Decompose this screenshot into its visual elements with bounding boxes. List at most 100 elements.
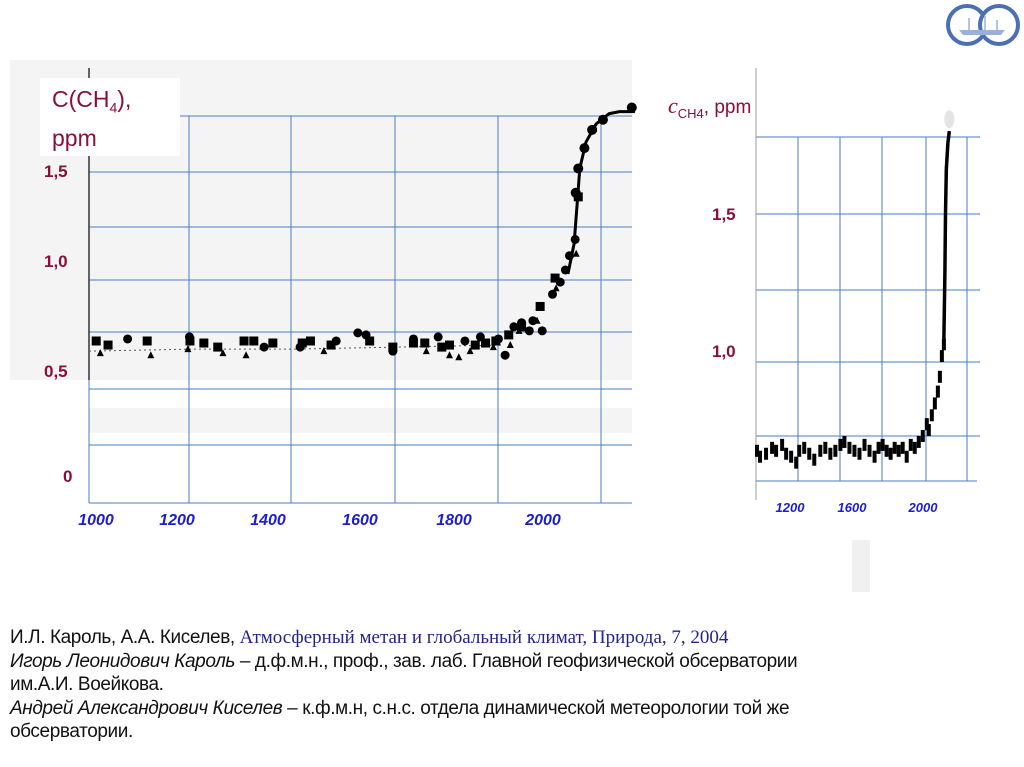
logo-icon xyxy=(946,4,1020,46)
data-point xyxy=(862,438,867,451)
data-point-circle xyxy=(597,114,608,125)
caption: И.Л. Кароль, А.А. Киселев, Атмосферный м… xyxy=(10,626,798,744)
data-point-circle xyxy=(570,234,580,244)
data-point xyxy=(900,441,905,454)
caption-line: обсерватории. xyxy=(10,721,133,742)
data-point-circle xyxy=(331,336,341,346)
data-point-triangle xyxy=(533,316,541,324)
data-point-circle xyxy=(433,332,443,342)
data-point-square xyxy=(199,338,209,348)
data-point-circle xyxy=(548,289,557,299)
x-tick-label: 1600 xyxy=(342,512,378,529)
data-point-square xyxy=(326,340,336,350)
data-point xyxy=(872,450,877,463)
data-point xyxy=(880,438,885,451)
data-point-triangle xyxy=(184,345,192,353)
fit-curve xyxy=(566,110,635,275)
data-point-circle xyxy=(361,330,371,340)
data-point xyxy=(784,447,789,460)
data-point-circle xyxy=(388,346,398,356)
data-point xyxy=(833,444,838,457)
data-point-circle xyxy=(500,350,510,360)
data-point-square xyxy=(103,340,113,350)
y-tick-label: 1,0 xyxy=(44,252,68,271)
data-point xyxy=(924,418,929,431)
data-point xyxy=(852,444,857,457)
data-point xyxy=(941,338,946,351)
data-point-circle xyxy=(537,326,547,336)
data-point xyxy=(896,444,901,457)
chart-left xyxy=(10,60,637,504)
data-point-square xyxy=(437,342,447,352)
data-point xyxy=(755,444,760,457)
data-point xyxy=(929,409,934,422)
data-point-square xyxy=(142,336,152,346)
caption-line: им.А.И. Воейкова. xyxy=(10,674,164,695)
data-point-square xyxy=(249,336,259,346)
data-point-circle xyxy=(493,334,503,344)
charts-canvas xyxy=(10,60,980,592)
data-point xyxy=(758,450,763,463)
data-point-circle xyxy=(570,187,581,198)
x-tick-label: 1000 xyxy=(78,512,114,529)
plot-artifact xyxy=(852,540,870,592)
data-point-circle xyxy=(517,318,527,328)
data-point xyxy=(916,435,921,448)
data-point-circle xyxy=(626,102,637,113)
data-point xyxy=(932,397,937,410)
data-point xyxy=(935,385,940,398)
data-point-square xyxy=(535,301,545,311)
caption-line: Игорь Леонидович Кароль – д.ф.м.н., проф… xyxy=(10,650,798,672)
data-point-triangle xyxy=(320,347,328,355)
data-point-circle xyxy=(587,124,598,135)
data-point xyxy=(876,441,881,454)
x-tick-label: 1800 xyxy=(436,512,472,529)
data-point xyxy=(912,441,917,454)
data-point xyxy=(789,450,794,463)
data-point-square xyxy=(297,338,307,348)
x-tick-label: 1200 xyxy=(159,512,195,529)
data-point-square xyxy=(268,338,278,348)
y-tick-label: 1,5 xyxy=(712,205,736,224)
data-point-square xyxy=(504,330,514,340)
data-point-circle xyxy=(564,251,574,261)
data-point xyxy=(920,430,925,442)
data-point xyxy=(812,453,817,466)
data-point xyxy=(892,441,897,454)
caption-line-reference: И.Л. Кароль, А.А. Киселев, Атмосферный м… xyxy=(10,627,729,648)
data-point-circle xyxy=(184,332,194,342)
data-point xyxy=(818,444,823,457)
data-point xyxy=(937,370,942,383)
data-point xyxy=(842,435,847,448)
data-point-triangle xyxy=(489,343,497,351)
x-tick-label: 2000 xyxy=(908,500,938,515)
x-tick-label: 1200 xyxy=(775,500,805,515)
data-point-circle xyxy=(295,342,305,352)
data-point-triangle xyxy=(506,341,514,349)
data-point xyxy=(802,441,807,454)
data-point xyxy=(794,456,799,469)
data-point-triangle xyxy=(422,347,430,355)
data-point-triangle xyxy=(242,351,250,359)
data-point xyxy=(939,350,944,363)
left-chart-title: C(CH4), ppm xyxy=(40,78,180,156)
data-point xyxy=(780,438,785,451)
data-point-square xyxy=(305,336,315,346)
data-point-circle xyxy=(524,326,534,336)
data-point-square xyxy=(213,342,223,352)
data-point-circle xyxy=(573,163,584,174)
data-point-circle xyxy=(408,334,418,344)
reference-title: Атмосферный метан и глобальный климат, П… xyxy=(239,627,729,648)
data-point-square xyxy=(445,340,454,350)
data-point-square xyxy=(239,336,249,346)
data-point-triangle xyxy=(572,249,580,257)
data-point-square xyxy=(481,338,491,348)
x-tick-label: 1600 xyxy=(837,500,867,515)
y-tick-label: 1,5 xyxy=(44,162,68,181)
x-tick-label: 2000 xyxy=(525,512,561,529)
data-point-triangle xyxy=(219,349,227,357)
y-tick-label: 1,0 xyxy=(712,342,736,361)
data-point-square xyxy=(420,338,430,348)
data-point-triangle xyxy=(455,353,463,361)
y-tick-label: 0 xyxy=(63,467,73,486)
